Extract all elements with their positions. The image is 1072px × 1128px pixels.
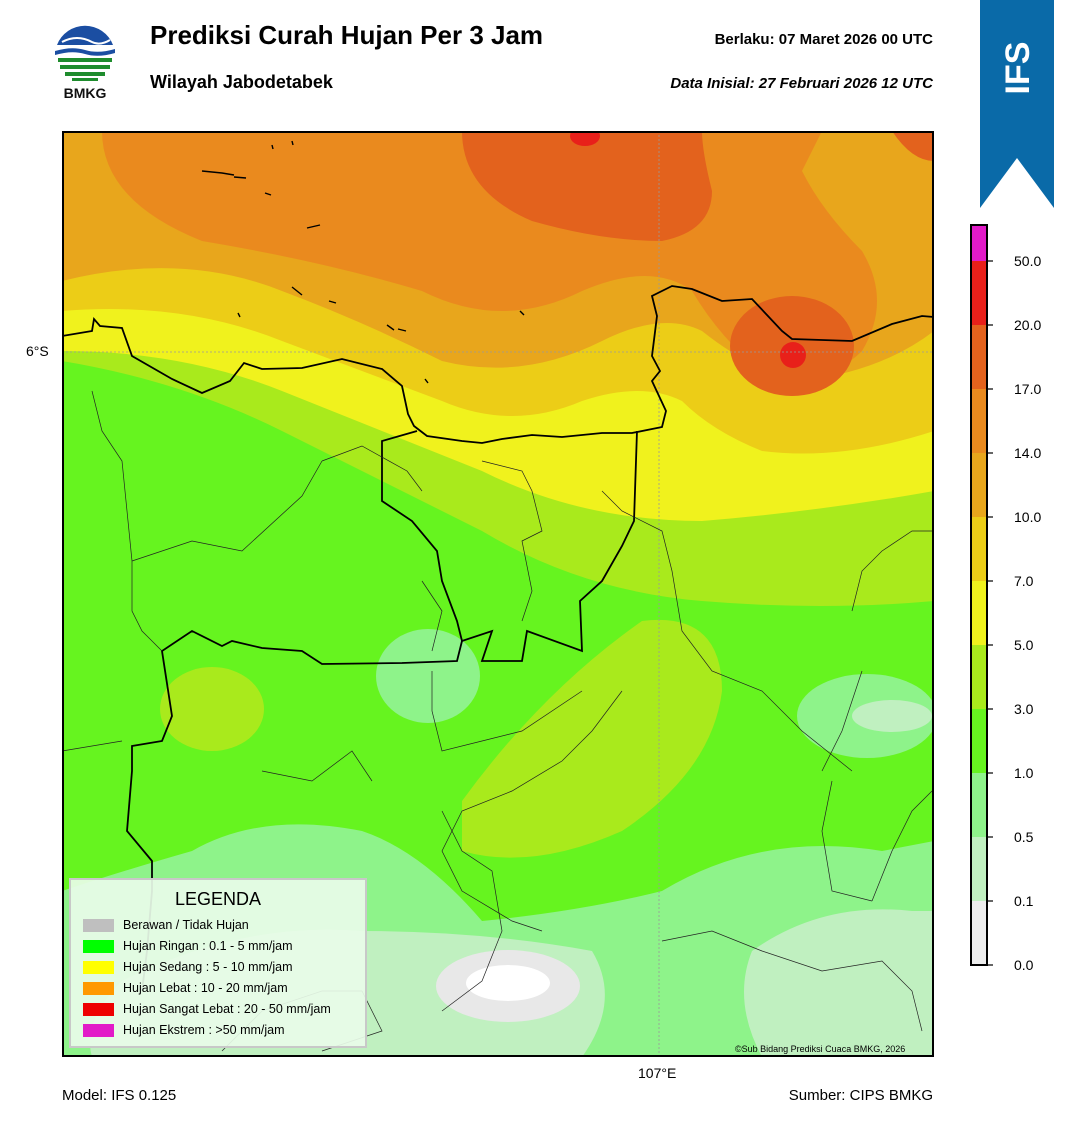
legend-label: Hujan Lebat : 10 - 20 mm/jam bbox=[123, 981, 288, 995]
legend-label: Hujan Sangat Lebat : 20 - 50 mm/jam bbox=[123, 1002, 331, 1016]
colorbar-segment bbox=[971, 325, 987, 389]
latitude-label: 6°S bbox=[26, 343, 49, 359]
legend-item: Hujan Sangat Lebat : 20 - 50 mm/jam bbox=[83, 1002, 331, 1016]
legend-item: Hujan Sedang : 5 - 10 mm/jam bbox=[83, 960, 293, 974]
legend-label: Hujan Ekstrem : >50 mm/jam bbox=[123, 1023, 285, 1037]
page-title: Prediksi Curah Hujan Per 3 Jam bbox=[150, 20, 544, 50]
colorbar-segment bbox=[971, 517, 987, 581]
legend-label: Hujan Sedang : 5 - 10 mm/jam bbox=[123, 960, 293, 974]
rain-patch-verylight-east bbox=[852, 700, 932, 732]
source-label: Sumber: CIPS BMKG bbox=[788, 1087, 933, 1104]
legend-item: Hujan Ringan : 0.1 - 5 mm/jam bbox=[83, 939, 293, 953]
colorbar-tick-label: 17.0 bbox=[1014, 381, 1041, 397]
colorbar-frame bbox=[970, 224, 988, 966]
legend-swatch bbox=[83, 960, 114, 974]
copyright-text: ©Sub Bidang Prediksi Cuaca BMKG, 2026 bbox=[735, 1044, 906, 1054]
province-boundary-jakarta-banten bbox=[381, 430, 638, 662]
colorbar-tick-label: 0.5 bbox=[1014, 829, 1034, 845]
legend-label: Hujan Ringan : 0.1 - 5 mm/jam bbox=[123, 939, 293, 953]
colorbar: 50.0 20.0 17.0 14.0 10.0 7.0 5.0 3.0 1.0 0.5 0.1 0.… bbox=[968, 222, 1072, 973]
legend-item: Hujan Ekstrem : >50 mm/jam bbox=[83, 1023, 285, 1037]
colorbar-segment bbox=[971, 645, 987, 709]
rain-zone-17-20-corner bbox=[892, 131, 934, 161]
colorbar-segment bbox=[971, 225, 987, 261]
colorbar-segment bbox=[971, 261, 987, 325]
colorbar-tick-label: 14.0 bbox=[1014, 445, 1041, 461]
regency-boundaries bbox=[62, 390, 934, 1052]
legend-item: Hujan Lebat : 10 - 20 mm/jam bbox=[83, 981, 288, 995]
legend-swatch bbox=[83, 1023, 114, 1037]
legend-swatch bbox=[83, 939, 114, 953]
coastline bbox=[62, 285, 934, 444]
legend-swatch bbox=[83, 981, 114, 995]
legend-box: LEGENDA Berawan / Tidak Hujan Hujan Ring… bbox=[69, 878, 367, 1048]
banner-text: IFS bbox=[999, 42, 1037, 95]
colorbar-segment bbox=[971, 389, 987, 453]
rain-zone-0.1-0.5-east bbox=[744, 909, 934, 1057]
rain-spot-20-50-north bbox=[570, 131, 600, 146]
legend-swatch bbox=[83, 1002, 114, 1016]
colorbar-tick-label: 7.0 bbox=[1014, 573, 1034, 589]
logo-text: BMKG bbox=[64, 85, 107, 101]
rain-patch-yellowgreen-west bbox=[160, 667, 264, 751]
model-label: Model: IFS 0.125 bbox=[62, 1087, 177, 1104]
colorbar-tick-label: 0.1 bbox=[1014, 893, 1034, 909]
colorbar-tick-label: 0.0 bbox=[1014, 957, 1034, 972]
initial-time: Data Inisial: 27 Februari 2026 12 UTC bbox=[670, 75, 933, 92]
page-subtitle: Wilayah Jabodetabek bbox=[150, 72, 333, 92]
colorbar-tick-label: 20.0 bbox=[1014, 317, 1041, 333]
colorbar-segment bbox=[971, 901, 987, 965]
colorbar-segment bbox=[971, 453, 987, 517]
rain-patch-yellowgreen-center bbox=[462, 619, 722, 858]
legend-swatch bbox=[83, 918, 114, 932]
colorbar-tick-label: 50.0 bbox=[1014, 253, 1041, 269]
map-frame bbox=[62, 131, 934, 1057]
legend-label: Berawan / Tidak Hujan bbox=[123, 918, 249, 932]
colorbar-segment bbox=[971, 709, 987, 773]
valid-time: Berlaku: 07 Maret 2026 00 UTC bbox=[714, 31, 933, 48]
no-rain-zone-white bbox=[466, 965, 550, 1001]
colorbar-segment bbox=[971, 773, 987, 837]
thousand-islands bbox=[201, 140, 525, 384]
colorbar-tick-label: 1.0 bbox=[1014, 765, 1034, 781]
legend-item: Berawan / Tidak Hujan bbox=[83, 918, 249, 932]
colorbar-tick-label: 3.0 bbox=[1014, 701, 1034, 717]
ifs-banner: IFS bbox=[980, 0, 1054, 208]
colorbar-tick-label: 10.0 bbox=[1014, 509, 1041, 525]
legend-title: LEGENDA bbox=[174, 889, 262, 909]
colorbar-tick-label: 5.0 bbox=[1014, 637, 1034, 653]
colorbar-segment bbox=[971, 581, 987, 645]
rain-zone-17-20-north bbox=[462, 131, 712, 241]
rain-spot-20-50-east bbox=[780, 342, 806, 368]
bmkg-logo: BMKG bbox=[52, 20, 118, 102]
rain-patch-light-center bbox=[376, 629, 480, 723]
colorbar-segment bbox=[971, 837, 987, 901]
longitude-label: 107°E bbox=[638, 1065, 677, 1081]
